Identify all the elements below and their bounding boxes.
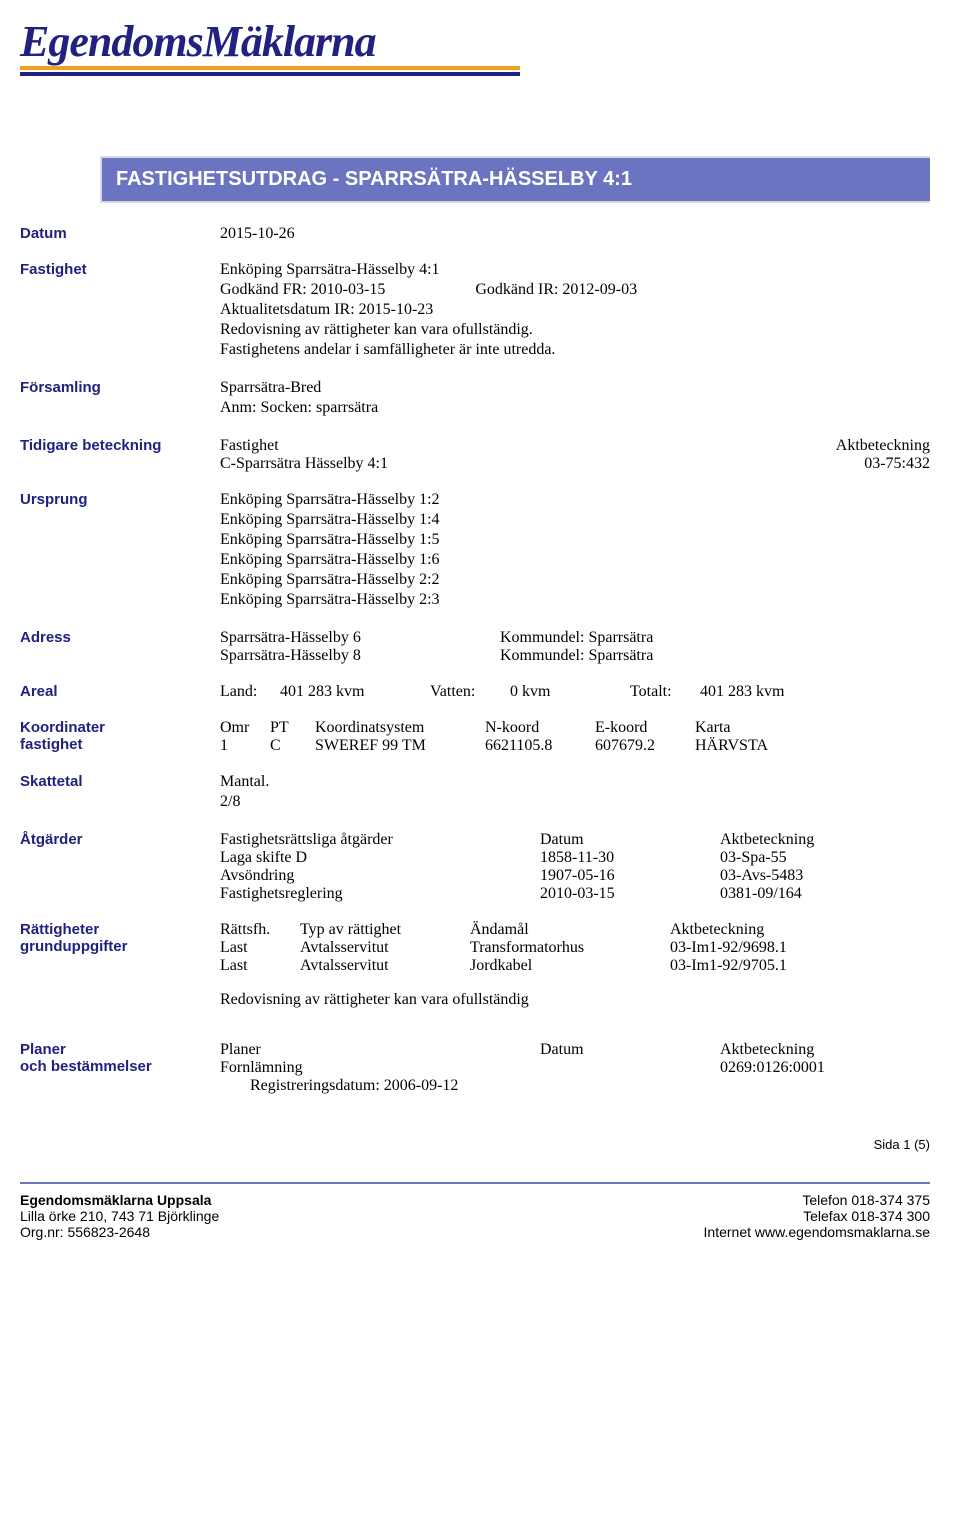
- footer-orgnr: Org.nr: 556823-2648: [20, 1224, 704, 1240]
- value-datum: 2015-10-26: [220, 225, 930, 243]
- value-forsamling: Sparrsätra-Bred Anm: Socken: sparrsätra: [220, 379, 930, 419]
- label-tidigare: Tidigare beteckning: [20, 437, 220, 473]
- logo: EgendomsMäklarna: [20, 20, 930, 76]
- logo-text: EgendomsMäklarna: [20, 20, 930, 64]
- fastighet-note1: Redovisning av rättigheter kan vara oful…: [220, 321, 930, 339]
- label-planer: Planer och bestämmelser: [20, 1041, 220, 1097]
- value-tidigare: Fastighet Aktbeteckning C-Sparrsätra Häs…: [220, 437, 930, 473]
- value-adress: Sparrsätra-Hässelby 6Kommundel: Sparrsät…: [220, 629, 930, 665]
- page-number: Sida 1 (5): [20, 1137, 930, 1152]
- label-areal: Areal: [20, 683, 220, 701]
- fastighet-name: Enköping Sparrsätra-Hässelby 4:1: [220, 261, 930, 279]
- label-rattigheter: Rättigheter grunduppgifter: [20, 921, 220, 1011]
- value-skattetal: Mantal. 2/8: [220, 773, 930, 813]
- label-skattetal: Skattetal: [20, 773, 220, 813]
- title-bar: FASTIGHETSUTDRAG - SPARRSÄTRA-HÄSSELBY 4…: [100, 156, 930, 203]
- label-forsamling: Församling: [20, 379, 220, 419]
- label-atgarder: Åtgärder: [20, 831, 220, 903]
- label-fastighet: Fastighet: [20, 261, 220, 361]
- label-koord: Koordinater fastighet: [20, 719, 220, 755]
- value-planer: PlanerDatumAktbeteckning Fornlämning0269…: [220, 1041, 930, 1097]
- footer-fax: Telefax 018-374 300: [704, 1208, 930, 1224]
- fastighet-godir: Godkänd IR: 2012-09-03: [475, 281, 637, 299]
- label-datum: Datum: [20, 225, 220, 243]
- value-fastighet: Enköping Sparrsätra-Hässelby 4:1 Godkänd…: [220, 261, 930, 361]
- label-ursprung: Ursprung: [20, 491, 220, 611]
- fastighet-akt: Aktualitetsdatum IR: 2015-10-23: [220, 301, 930, 319]
- fastighet-note2: Fastighetens andelar i samfälligheter är…: [220, 341, 930, 359]
- label-adress: Adress: [20, 629, 220, 665]
- value-rattigheter: Rättsfh.Typ av rättighetÄndamålAktbeteck…: [220, 921, 930, 1011]
- footer-web: Internet www.egendomsmaklarna.se: [704, 1224, 930, 1240]
- footer-address: Lilla örke 210, 743 71 Björklinge: [20, 1208, 704, 1224]
- value-ursprung: Enköping Sparrsätra-Hässelby 1:2 Enköpin…: [220, 491, 930, 611]
- logo-rules: [20, 66, 520, 76]
- fastighet-godfr: Godkänd FR: 2010-03-15: [220, 281, 385, 299]
- value-atgarder: Fastighetsrättsliga åtgärderDatumAktbete…: [220, 831, 930, 903]
- value-koord: Omr PT Koordinatsystem N-koord E-koord K…: [220, 719, 930, 755]
- footer: Egendomsmäklarna Uppsala Lilla örke 210,…: [20, 1192, 930, 1240]
- footer-rule: [20, 1182, 930, 1184]
- footer-company: Egendomsmäklarna Uppsala: [20, 1192, 704, 1208]
- footer-phone: Telefon 018-374 375: [704, 1192, 930, 1208]
- value-areal: Land: 401 283 kvm Vatten: 0 kvm Totalt: …: [220, 683, 930, 701]
